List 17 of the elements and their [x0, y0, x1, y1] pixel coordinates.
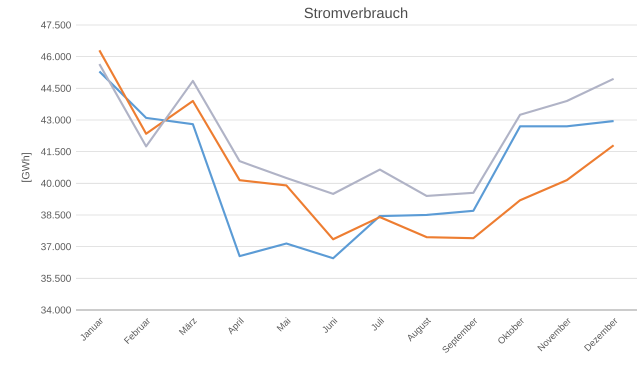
x-tick-label: Juli [372, 317, 384, 331]
y-tick-label: 41.500 [40, 148, 71, 156]
y-tick-label: 44.500 [40, 84, 71, 92]
y-tick-label: 46.000 [40, 53, 71, 60]
line-series [98, 70, 615, 260]
x-tick-label: Mai [276, 317, 291, 332]
y-tick-label: 34.000 [41, 306, 71, 314]
line-series [98, 49, 615, 240]
y-tick-label: 47.500 [40, 21, 71, 29]
line-series [98, 62, 615, 198]
y-tick-label: 35.500 [41, 274, 71, 282]
y-tick-label: 43.000 [40, 116, 71, 124]
y-tick-label: 37.000 [41, 243, 71, 250]
y-axis-title: [GWh] [22, 153, 32, 182]
y-tick-label: 40.000 [40, 180, 71, 187]
chart-title: Stromverbrauch [304, 7, 408, 18]
y-tick-label: 38.500 [41, 211, 71, 219]
